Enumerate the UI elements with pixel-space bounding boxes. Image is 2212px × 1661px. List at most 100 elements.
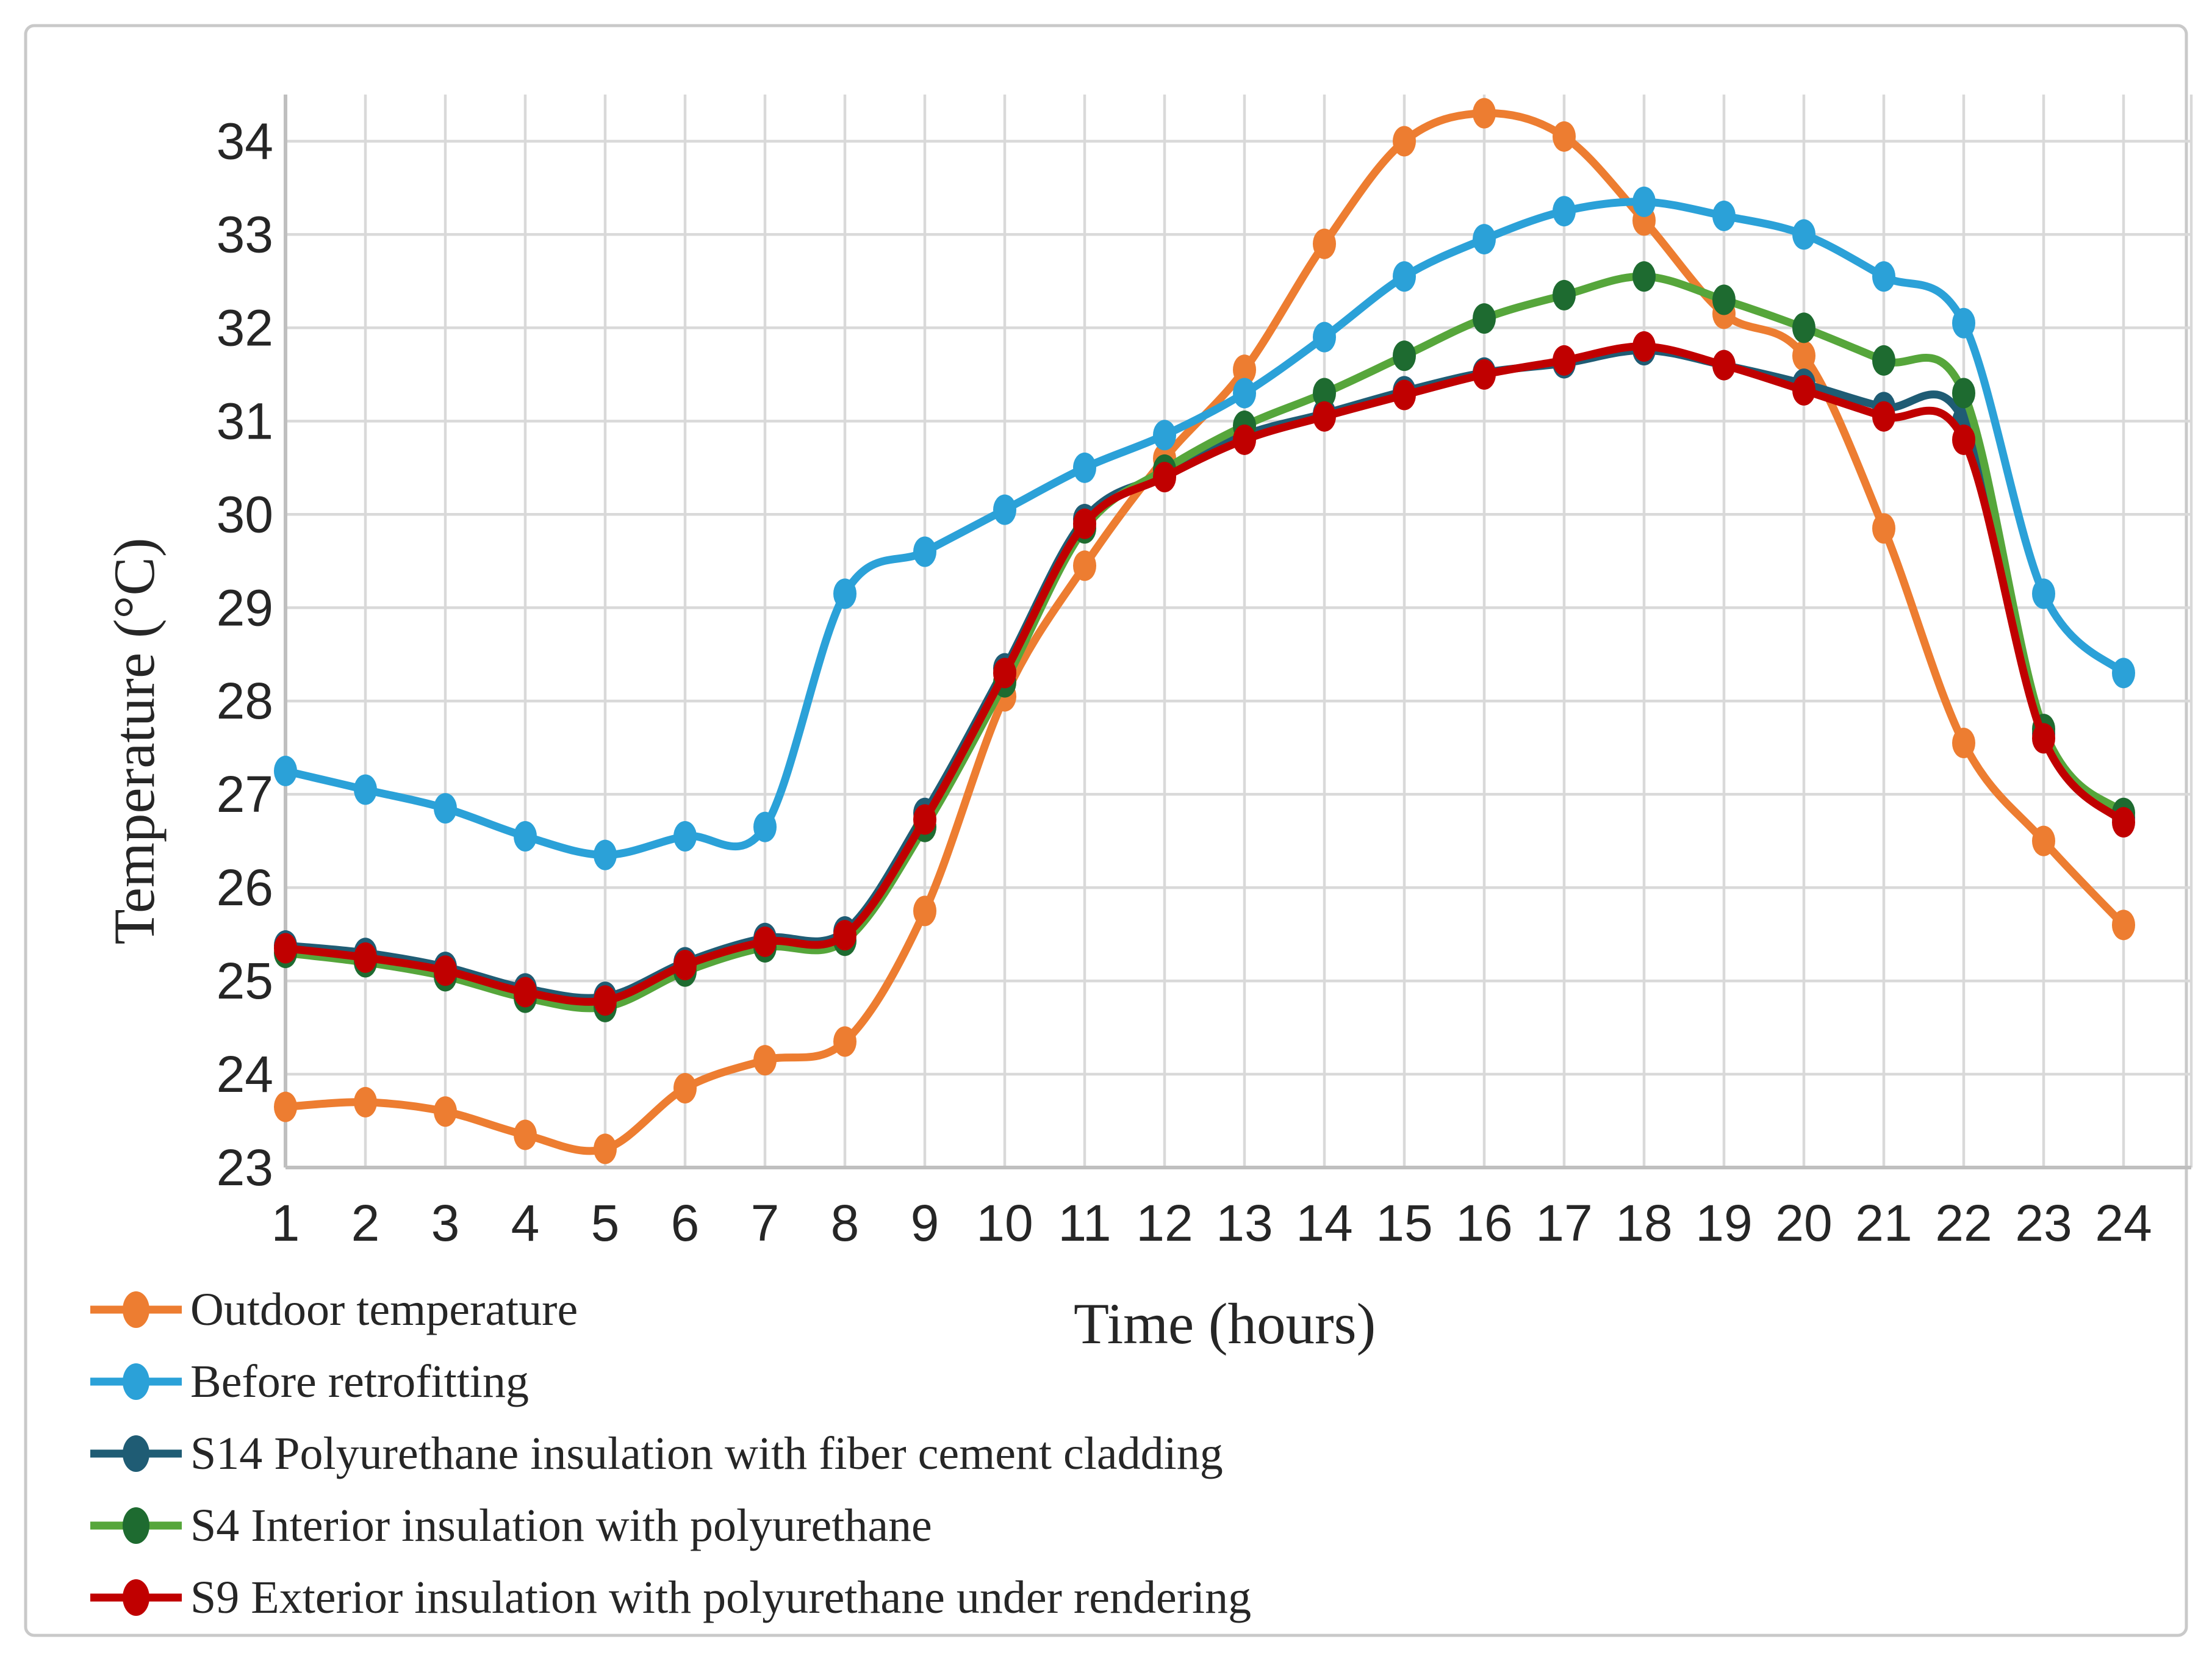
data-point-marker — [1872, 401, 1895, 432]
x-tick-label: 1 — [271, 1194, 300, 1252]
data-point-marker — [1553, 345, 1576, 376]
data-point-marker — [2032, 578, 2055, 609]
legend-item: S14 Polyurethane insulation with fiber c… — [90, 1418, 1251, 1490]
data-point-marker — [514, 977, 537, 1008]
legend: Outdoor temperature Before retrofitting S1… — [90, 1274, 1251, 1634]
data-point-marker — [753, 811, 777, 842]
data-point-marker — [1233, 378, 1256, 409]
y-tick-label: 29 — [217, 579, 273, 636]
y-tick-label: 33 — [217, 206, 273, 263]
x-tick-label: 22 — [1935, 1194, 1992, 1252]
data-point-marker — [913, 895, 936, 927]
data-point-marker — [1632, 331, 1656, 362]
data-point-marker — [1872, 345, 1895, 376]
y-tick-label: 34 — [217, 112, 273, 170]
data-point-marker — [673, 821, 697, 852]
series-2 — [274, 186, 2135, 870]
legend-label: Outdoor temperature — [190, 1283, 578, 1335]
x-tick-label: 5 — [591, 1194, 620, 1252]
data-point-marker — [1632, 261, 1656, 292]
data-point-marker — [1712, 284, 1736, 315]
data-point-marker — [434, 793, 457, 824]
series-line — [281, 198, 2128, 859]
data-point-marker — [1792, 312, 1815, 343]
legend-label: S9 Exterior insulation with polyurethane… — [190, 1571, 1252, 1623]
data-point-marker — [274, 933, 297, 964]
y-tick-label: 23 — [217, 1139, 273, 1196]
data-point-marker — [1792, 219, 1815, 250]
data-point-marker — [1153, 420, 1176, 451]
data-point-marker — [1553, 121, 1576, 152]
data-point-marker — [1952, 378, 1975, 409]
data-point-marker — [2032, 723, 2055, 754]
legend-item: Outdoor temperature — [90, 1274, 1251, 1346]
data-point-marker — [594, 985, 617, 1016]
data-point-marker — [1952, 424, 1975, 455]
legend-swatch-icon — [90, 1363, 182, 1400]
data-point-marker — [434, 1096, 457, 1127]
data-point-marker — [1872, 513, 1895, 544]
y-tick-label: 30 — [217, 486, 273, 543]
data-point-marker — [1313, 228, 1336, 259]
x-tick-label: 6 — [671, 1194, 700, 1252]
data-point-marker — [594, 1133, 617, 1164]
series-5 — [274, 331, 2135, 1016]
data-point-marker — [354, 942, 377, 973]
x-tick-label: 12 — [1136, 1194, 1193, 1252]
series-4 — [274, 261, 2135, 1022]
x-tick-label: 3 — [431, 1194, 460, 1252]
data-point-marker — [1313, 321, 1336, 353]
data-point-marker — [514, 1119, 537, 1150]
data-point-marker — [673, 950, 697, 981]
data-point-marker — [1952, 728, 1975, 759]
data-point-marker — [1233, 424, 1256, 455]
data-point-marker — [274, 755, 297, 786]
series-3 — [274, 335, 2135, 1013]
figure-border — [24, 24, 2188, 1637]
data-point-marker — [354, 1086, 377, 1117]
x-tick-label: 17 — [1535, 1194, 1592, 1252]
x-tick-label: 8 — [831, 1194, 860, 1252]
data-point-marker — [514, 821, 537, 852]
data-point-marker — [2112, 658, 2135, 689]
data-point-marker — [1073, 508, 1096, 539]
legend-swatch-icon — [90, 1507, 182, 1544]
data-point-marker — [1393, 261, 1416, 292]
legend-label: Before retrofitting — [190, 1355, 530, 1407]
y-tick-label: 26 — [217, 859, 273, 916]
legend-item: Before retrofitting — [90, 1346, 1251, 1418]
x-tick-label: 4 — [511, 1194, 540, 1252]
y-axis-title: Temperature (°C) — [102, 537, 167, 945]
data-point-marker — [1872, 261, 1895, 292]
legend-label: S14 Polyurethane insulation with fiber c… — [190, 1427, 1223, 1479]
legend-item: S4 Interior insulation with polyurethane — [90, 1490, 1251, 1562]
data-point-marker — [993, 658, 1016, 689]
y-tick-label: 31 — [217, 392, 273, 450]
legend-item: S9 Exterior insulation with polyurethane… — [90, 1562, 1251, 1634]
data-point-marker — [1473, 224, 1496, 255]
x-tick-label: 23 — [2015, 1194, 2072, 1252]
y-tick-label: 28 — [217, 672, 273, 730]
x-tick-label: 24 — [2095, 1194, 2152, 1252]
data-point-marker — [1792, 340, 1815, 371]
data-point-marker — [753, 926, 777, 957]
data-point-marker — [1153, 462, 1176, 493]
x-tick-label: 21 — [1855, 1194, 1912, 1252]
data-point-marker — [1712, 200, 1736, 231]
x-tick-label: 16 — [1456, 1194, 1512, 1252]
data-point-marker — [1952, 307, 1975, 339]
data-point-marker — [1313, 378, 1336, 409]
x-tick-label: 11 — [1058, 1194, 1111, 1252]
data-point-marker — [1632, 186, 1656, 217]
data-point-marker — [1473, 303, 1496, 334]
data-point-marker — [1473, 359, 1496, 390]
data-point-marker — [594, 839, 617, 870]
data-point-marker — [1393, 126, 1416, 157]
data-point-marker — [1073, 550, 1096, 581]
x-tick-label: 2 — [351, 1194, 380, 1252]
data-point-marker — [354, 774, 377, 805]
data-point-marker — [913, 804, 936, 835]
data-point-marker — [434, 955, 457, 986]
x-tick-label: 7 — [751, 1194, 780, 1252]
